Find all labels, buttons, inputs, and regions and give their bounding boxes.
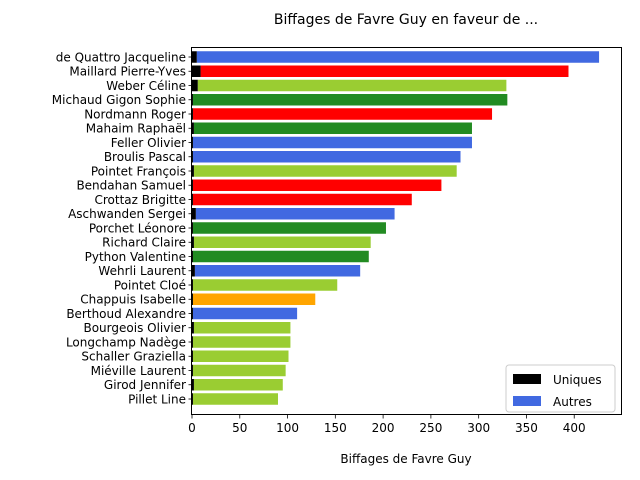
bar-uniques xyxy=(192,293,193,305)
bar-uniques xyxy=(192,51,197,63)
legend-label-uniques: Uniques xyxy=(553,373,602,387)
bar-uniques xyxy=(192,208,196,220)
x-tick-label: 200 xyxy=(372,421,395,435)
y-tick-label: Crottaz Brigitte xyxy=(94,193,186,207)
bar-autres xyxy=(192,279,338,291)
y-tick-label: Bourgeois Olivier xyxy=(83,321,186,335)
bar-autres xyxy=(192,108,493,120)
bar-uniques xyxy=(192,350,193,362)
y-tick-label: Nordmann Roger xyxy=(84,107,186,121)
bar-uniques xyxy=(192,250,193,263)
y-tick-label: Michaud Gigon Sophie xyxy=(52,93,186,107)
y-tick-label: Richard Claire xyxy=(102,236,186,250)
bar-autres xyxy=(192,350,289,362)
bar-autres xyxy=(192,307,298,320)
legend-swatch-uniques xyxy=(513,374,541,384)
bar-autres xyxy=(192,293,316,305)
bar-autres xyxy=(197,79,507,92)
y-tick-label: Pointet François xyxy=(91,164,186,178)
x-axis-label: Biffages de Favre Guy xyxy=(340,452,471,466)
bar-uniques xyxy=(192,322,194,334)
bar-autres xyxy=(192,250,369,263)
y-tick-label: Miéville Laurent xyxy=(91,364,187,378)
bar-autres xyxy=(193,322,291,334)
y-tick-label: Feller Olivier xyxy=(111,136,186,150)
bar-uniques xyxy=(192,65,201,77)
y-tick-label: Porchet Léonore xyxy=(89,221,186,235)
bar-autres xyxy=(192,193,412,206)
bar-uniques xyxy=(192,122,194,134)
legend-swatch-autres xyxy=(513,396,541,406)
bar-uniques xyxy=(192,379,194,391)
bar-uniques xyxy=(192,108,193,120)
bar-uniques xyxy=(192,222,193,234)
y-tick-label: Broulis Pascal xyxy=(104,150,186,164)
bar-autres xyxy=(192,151,461,163)
bar-uniques xyxy=(192,151,193,163)
legend-label-autres: Autres xyxy=(553,395,592,409)
x-tick-label: 100 xyxy=(276,421,299,435)
bar-autres xyxy=(194,265,361,277)
legend: Uniques Autres xyxy=(505,364,616,413)
y-tick-label: Aschwanden Sergei xyxy=(68,207,186,221)
y-tick-label: Berthoud Alexandre xyxy=(66,307,186,321)
bar-uniques xyxy=(192,279,193,291)
y-tick-label: Chappuis Isabelle xyxy=(80,293,186,307)
chart-title: Biffages de Favre Guy en faveur de ... xyxy=(274,12,538,28)
bar-autres xyxy=(192,136,472,149)
y-tick-label: Maillard Pierre-Yves xyxy=(69,65,186,79)
bar-uniques xyxy=(192,364,193,377)
bar-uniques xyxy=(192,265,195,277)
bars-group xyxy=(192,51,600,405)
bar-autres xyxy=(193,236,371,248)
bar-autres xyxy=(200,65,569,77)
x-ticks: 0 50 100 150 200 250 300 350 400 xyxy=(188,415,586,435)
bar-autres xyxy=(195,208,395,220)
bar-autres xyxy=(193,122,472,134)
y-tick-label: Girod Jennifer xyxy=(104,378,186,392)
bar-uniques xyxy=(192,307,193,320)
bar-autres xyxy=(192,393,278,405)
bar-uniques xyxy=(192,136,193,149)
y-tick-label: Longchamp Nadège xyxy=(66,335,186,349)
x-tick-label: 350 xyxy=(515,421,538,435)
y-tick-label: Pointet Cloé xyxy=(114,278,186,292)
bar-autres xyxy=(193,165,457,177)
x-tick-label: 0 xyxy=(188,421,196,435)
y-tick-label: Schaller Graziella xyxy=(81,350,186,364)
y-tick-label: de Quattro Jacqueline xyxy=(56,50,186,64)
x-tick-label: 400 xyxy=(563,421,586,435)
x-tick-label: 250 xyxy=(419,421,442,435)
y-tick-label: Pillet Line xyxy=(128,392,186,406)
y-tick-label: Weber Céline xyxy=(106,79,186,93)
bar-uniques xyxy=(192,165,194,177)
bar-uniques xyxy=(192,236,194,248)
bar-uniques xyxy=(192,336,193,348)
bar-uniques xyxy=(192,179,193,191)
y-tick-label: Python Valentine xyxy=(85,250,186,264)
bar-uniques xyxy=(192,94,193,106)
bar-autres xyxy=(196,51,600,63)
x-tick-label: 150 xyxy=(324,421,347,435)
x-tick-label: 300 xyxy=(467,421,490,435)
bar-uniques xyxy=(192,393,193,405)
bar-autres xyxy=(192,222,386,234)
bar-autres xyxy=(193,379,283,391)
bar-autres xyxy=(192,364,286,377)
bar-uniques xyxy=(192,193,193,206)
bar-autres xyxy=(192,179,442,191)
bar-autres xyxy=(192,94,508,106)
y-tick-label: Mahaim Raphaël xyxy=(86,122,186,136)
bar-autres xyxy=(192,336,291,348)
y-tick-label: Bendahan Samuel xyxy=(76,179,186,193)
x-tick-label: 50 xyxy=(232,421,247,435)
y-tick-label: Wehrli Laurent xyxy=(98,264,186,278)
plot-frame xyxy=(191,47,622,415)
bar-uniques xyxy=(192,79,198,92)
